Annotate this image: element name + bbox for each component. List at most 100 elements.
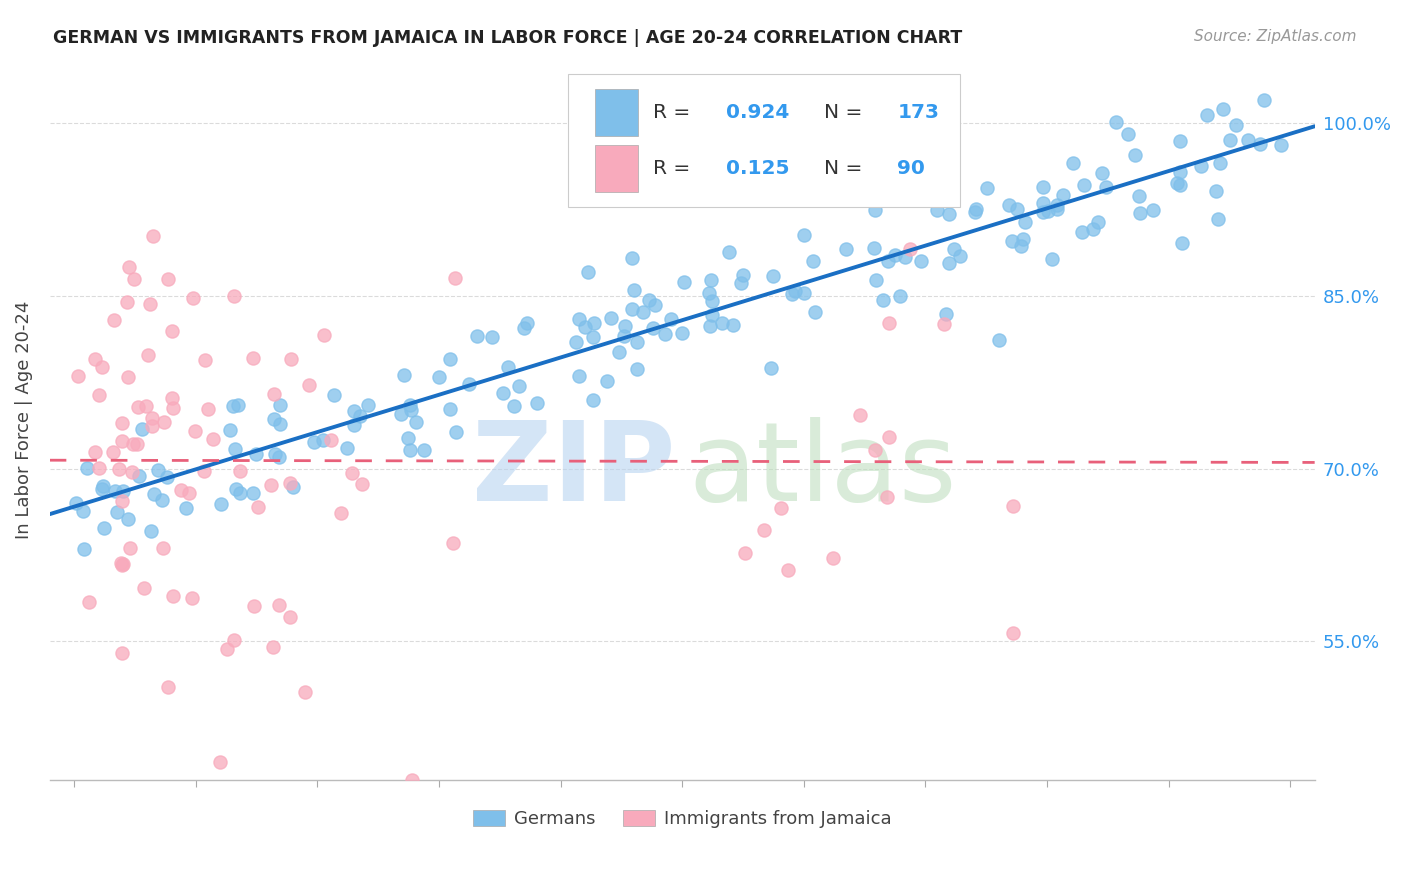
- Point: [932, 318, 955, 332]
- Point: [1036, 203, 1059, 218]
- Point: [112, 484, 135, 499]
- Point: [110, 558, 132, 573]
- FancyBboxPatch shape: [568, 74, 960, 207]
- Point: [398, 443, 420, 458]
- Point: [1225, 119, 1247, 133]
- Point: [267, 450, 290, 464]
- Point: [943, 243, 966, 257]
- Point: [396, 431, 419, 445]
- Point: [702, 309, 724, 323]
- Point: [264, 447, 287, 461]
- Point: [217, 641, 239, 656]
- Point: [876, 490, 898, 504]
- Y-axis label: In Labor Force | Age 20-24: In Labor Force | Age 20-24: [15, 301, 32, 539]
- Point: [162, 589, 184, 603]
- FancyBboxPatch shape: [595, 145, 638, 192]
- Point: [834, 242, 856, 256]
- Point: [1249, 136, 1271, 151]
- Point: [134, 582, 156, 596]
- Text: 0.924: 0.924: [727, 103, 790, 122]
- Point: [1125, 148, 1147, 162]
- Point: [600, 311, 623, 326]
- Point: [626, 335, 648, 350]
- Point: [893, 250, 915, 264]
- Point: [1032, 195, 1054, 210]
- Point: [329, 506, 352, 520]
- Point: [717, 245, 740, 260]
- Point: [1236, 133, 1258, 147]
- Point: [141, 410, 163, 425]
- Point: [1095, 180, 1118, 194]
- Point: [174, 501, 197, 516]
- Point: [193, 464, 215, 478]
- Point: [1212, 103, 1234, 117]
- Point: [117, 512, 139, 526]
- Point: [79, 595, 101, 609]
- Point: [128, 468, 150, 483]
- Point: [596, 374, 619, 388]
- Point: [229, 464, 252, 478]
- Point: [1032, 180, 1054, 194]
- Point: [76, 461, 98, 475]
- Point: [278, 610, 301, 624]
- Point: [84, 351, 107, 366]
- Point: [641, 321, 664, 335]
- Point: [965, 205, 987, 219]
- Point: [1142, 202, 1164, 217]
- Point: [823, 551, 845, 566]
- Text: GERMAN VS IMMIGRANTS FROM JAMAICA IN LABOR FORCE | AGE 20-24 CORRELATION CHART: GERMAN VS IMMIGRANTS FROM JAMAICA IN LAB…: [53, 29, 963, 46]
- Point: [118, 541, 141, 555]
- Point: [229, 485, 252, 500]
- Point: [865, 203, 887, 218]
- Point: [194, 353, 217, 368]
- Point: [444, 425, 467, 440]
- Point: [104, 484, 127, 499]
- Point: [343, 404, 366, 418]
- Point: [1032, 204, 1054, 219]
- Point: [1189, 159, 1212, 173]
- Point: [710, 316, 733, 330]
- Point: [138, 348, 160, 362]
- Point: [568, 312, 591, 326]
- Point: [565, 334, 588, 349]
- Point: [399, 398, 422, 412]
- Point: [294, 684, 316, 698]
- Point: [1001, 500, 1024, 514]
- Point: [162, 401, 184, 415]
- Point: [465, 329, 488, 343]
- Point: [910, 254, 932, 268]
- Point: [574, 319, 596, 334]
- Point: [263, 386, 285, 401]
- Point: [699, 285, 721, 300]
- Point: [141, 524, 163, 538]
- Point: [108, 462, 131, 476]
- Point: [730, 276, 752, 290]
- FancyBboxPatch shape: [595, 89, 638, 136]
- Point: [865, 273, 887, 287]
- Point: [568, 369, 591, 384]
- Point: [516, 316, 538, 330]
- Point: [183, 424, 205, 438]
- Legend: Germans, Immigrants from Jamaica: Germans, Immigrants from Jamaica: [465, 803, 898, 836]
- Point: [626, 361, 648, 376]
- Point: [492, 385, 515, 400]
- Point: [1014, 215, 1036, 229]
- Point: [443, 270, 465, 285]
- Point: [202, 433, 225, 447]
- Point: [280, 351, 302, 366]
- Point: [1040, 252, 1063, 266]
- Point: [115, 295, 138, 310]
- Point: [938, 255, 960, 269]
- Point: [91, 479, 114, 493]
- Point: [394, 368, 416, 383]
- Point: [644, 298, 666, 312]
- Point: [405, 415, 427, 429]
- Point: [1083, 221, 1105, 235]
- Point: [513, 321, 536, 335]
- Point: [759, 361, 782, 376]
- Point: [278, 476, 301, 491]
- Point: [699, 273, 721, 287]
- Text: N =: N =: [824, 159, 869, 178]
- Point: [83, 445, 105, 459]
- Point: [623, 283, 645, 297]
